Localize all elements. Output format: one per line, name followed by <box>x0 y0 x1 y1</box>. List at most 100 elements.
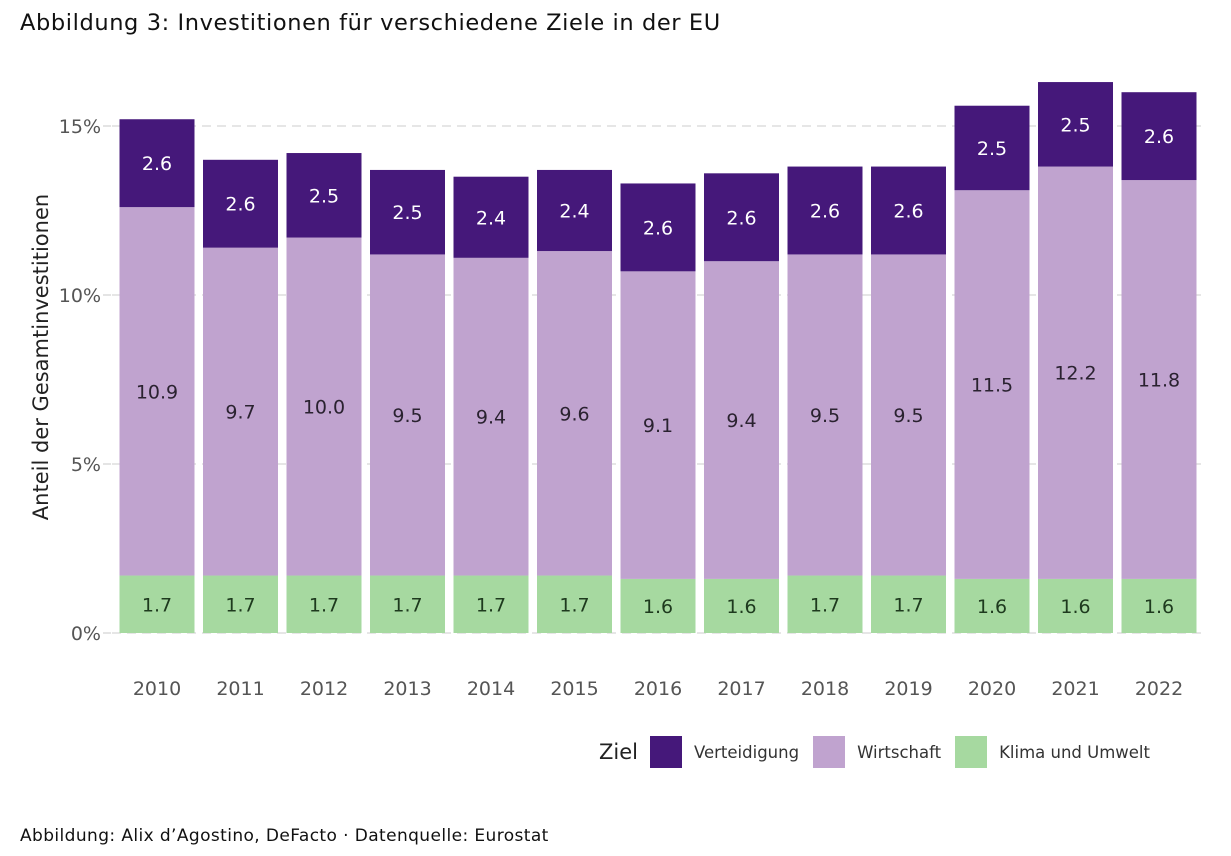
data-label: 1.6 <box>1060 596 1090 618</box>
legend-label-verteidigung: Verteidigung <box>693 742 800 762</box>
data-label: 9.4 <box>726 410 756 432</box>
source-caption: Abbildung: Alix d’Agostino, DeFacto · Da… <box>20 826 549 846</box>
y-axis: 0% 5% 10% 15% <box>59 116 111 645</box>
bar-verteidigung-2021 <box>1038 82 1113 167</box>
data-label: 2.6 <box>142 153 172 175</box>
data-label: 1.7 <box>810 594 840 616</box>
data-label: 9.4 <box>476 407 506 429</box>
data-label: 2.6 <box>1144 126 1174 148</box>
x-tick-label: 2013 <box>383 678 431 700</box>
data-label: 9.5 <box>392 405 422 427</box>
legend-title: Ziel <box>599 740 638 764</box>
data-label: 10.0 <box>303 397 345 419</box>
bar-verteidigung-2019 <box>871 166 946 255</box>
data-label: 11.5 <box>971 375 1013 397</box>
bar-wirtschaft-2010 <box>119 207 195 576</box>
x-tick-label: 2020 <box>968 678 1016 700</box>
y-axis-label: Anteil der Gesamtinvestitionen <box>29 194 53 520</box>
bar-klima-und-umwelt-2012 <box>286 575 362 633</box>
data-label: 1.7 <box>142 594 172 616</box>
bar-klima-und-umwelt-2010 <box>119 575 195 633</box>
data-label: 2.5 <box>392 202 422 224</box>
legend-swatch-verteidigung <box>649 736 682 768</box>
data-label: 11.8 <box>1138 370 1180 392</box>
legend-swatch-klima-und-umwelt <box>955 736 988 768</box>
data-label: 2.6 <box>225 194 255 216</box>
data-label: 12.2 <box>1054 363 1096 385</box>
legend-swatch-wirtschaft <box>813 736 846 768</box>
bar-klima-und-umwelt-2014 <box>453 575 529 633</box>
data-label: 9.5 <box>810 405 840 427</box>
bar-verteidigung-2010 <box>119 119 195 208</box>
bar-wirtschaft-2018 <box>787 254 863 576</box>
x-tick-label: 2014 <box>467 678 515 700</box>
x-tick-label: 2012 <box>300 678 348 700</box>
bar-verteidigung-2013 <box>370 169 445 255</box>
x-tick-label: 2017 <box>717 678 765 700</box>
bar-klima-und-umwelt-2011 <box>203 575 278 633</box>
data-label: 10.9 <box>136 381 178 403</box>
data-label: 2.6 <box>726 207 756 229</box>
bar-klima-und-umwelt-2013 <box>370 575 445 633</box>
bar-verteidigung-2012 <box>286 153 362 238</box>
x-tick-label: 2016 <box>634 678 682 700</box>
bar-verteidigung-2016 <box>620 183 696 272</box>
bar-verteidigung-2022 <box>1121 92 1197 181</box>
x-tick-label: 2011 <box>216 678 264 700</box>
bar-wirtschaft-2021 <box>1038 166 1113 579</box>
legend-label-klima-und-umwelt: Klima und Umwelt <box>999 742 1150 762</box>
bar-wirtschaft-2020 <box>954 190 1030 579</box>
legend-label-wirtschaft: Wirtschaft <box>857 742 942 762</box>
data-label: 2.6 <box>643 217 673 239</box>
bar-wirtschaft-2014 <box>453 257 529 576</box>
y-tick-label: 15% <box>59 116 101 138</box>
y-tick-label: 0% <box>71 623 101 645</box>
data-label: 1.7 <box>893 594 923 616</box>
bars <box>119 82 1197 633</box>
x-tick-label: 2018 <box>801 678 849 700</box>
data-labels: 1.7 10.9 2.6 1.7 9.7 2.6 1.7 10.0 2.5 1.7 9.5 2.5 1.… <box>136 114 1180 618</box>
data-label: 1.6 <box>1144 596 1174 618</box>
data-label: 1.7 <box>476 594 506 616</box>
data-label: 1.6 <box>643 596 673 618</box>
bar-klima-und-umwelt-2016 <box>620 578 696 633</box>
data-label: 1.7 <box>559 594 589 616</box>
data-label: 2.6 <box>893 201 923 223</box>
bar-klima-und-umwelt-2021 <box>1038 578 1113 633</box>
x-tick-label: 2021 <box>1051 678 1099 700</box>
y-tick-label: 5% <box>71 454 101 476</box>
legend-item-verteidigung: Verteidigung <box>649 736 800 768</box>
legend-item-klima-und-umwelt: Klima und Umwelt <box>955 736 1150 768</box>
bar-verteidigung-2014 <box>453 176 529 258</box>
data-label: 9.7 <box>225 402 255 424</box>
bar-wirtschaft-2017 <box>704 261 779 579</box>
bar-klima-und-umwelt-2018 <box>787 575 863 633</box>
bar-wirtschaft-2012 <box>286 237 362 576</box>
data-label: 9.1 <box>643 415 673 437</box>
bar-wirtschaft-2015 <box>537 251 612 576</box>
data-label: 9.5 <box>893 405 923 427</box>
data-label: 2.5 <box>1060 114 1090 136</box>
chart-title: Abbildung 3: Investitionen für verschied… <box>20 10 721 36</box>
data-label: 2.6 <box>810 201 840 223</box>
bar-verteidigung-2020 <box>954 105 1030 191</box>
bar-klima-und-umwelt-2022 <box>1121 578 1197 633</box>
data-label: 9.6 <box>559 403 589 425</box>
x-tick-label: 2022 <box>1135 678 1183 700</box>
bar-klima-und-umwelt-2017 <box>704 578 779 633</box>
bar-verteidigung-2017 <box>704 173 779 262</box>
bar-klima-und-umwelt-2019 <box>871 575 946 633</box>
bar-klima-und-umwelt-2020 <box>954 578 1030 633</box>
bar-wirtschaft-2013 <box>370 254 445 576</box>
data-label: 1.6 <box>726 596 756 618</box>
x-axis: 2010 2011 2012 2013 2014 2015 2016 2017 2018 2019… <box>133 678 1183 700</box>
data-label: 2.4 <box>559 201 589 223</box>
bar-wirtschaft-2011 <box>203 247 278 576</box>
x-tick-label: 2019 <box>884 678 932 700</box>
data-label: 2.5 <box>977 138 1007 160</box>
y-tick-label: 10% <box>59 285 101 307</box>
data-label: 1.7 <box>392 594 422 616</box>
x-tick-label: 2010 <box>133 678 181 700</box>
legend-item-wirtschaft: Wirtschaft <box>813 736 941 768</box>
